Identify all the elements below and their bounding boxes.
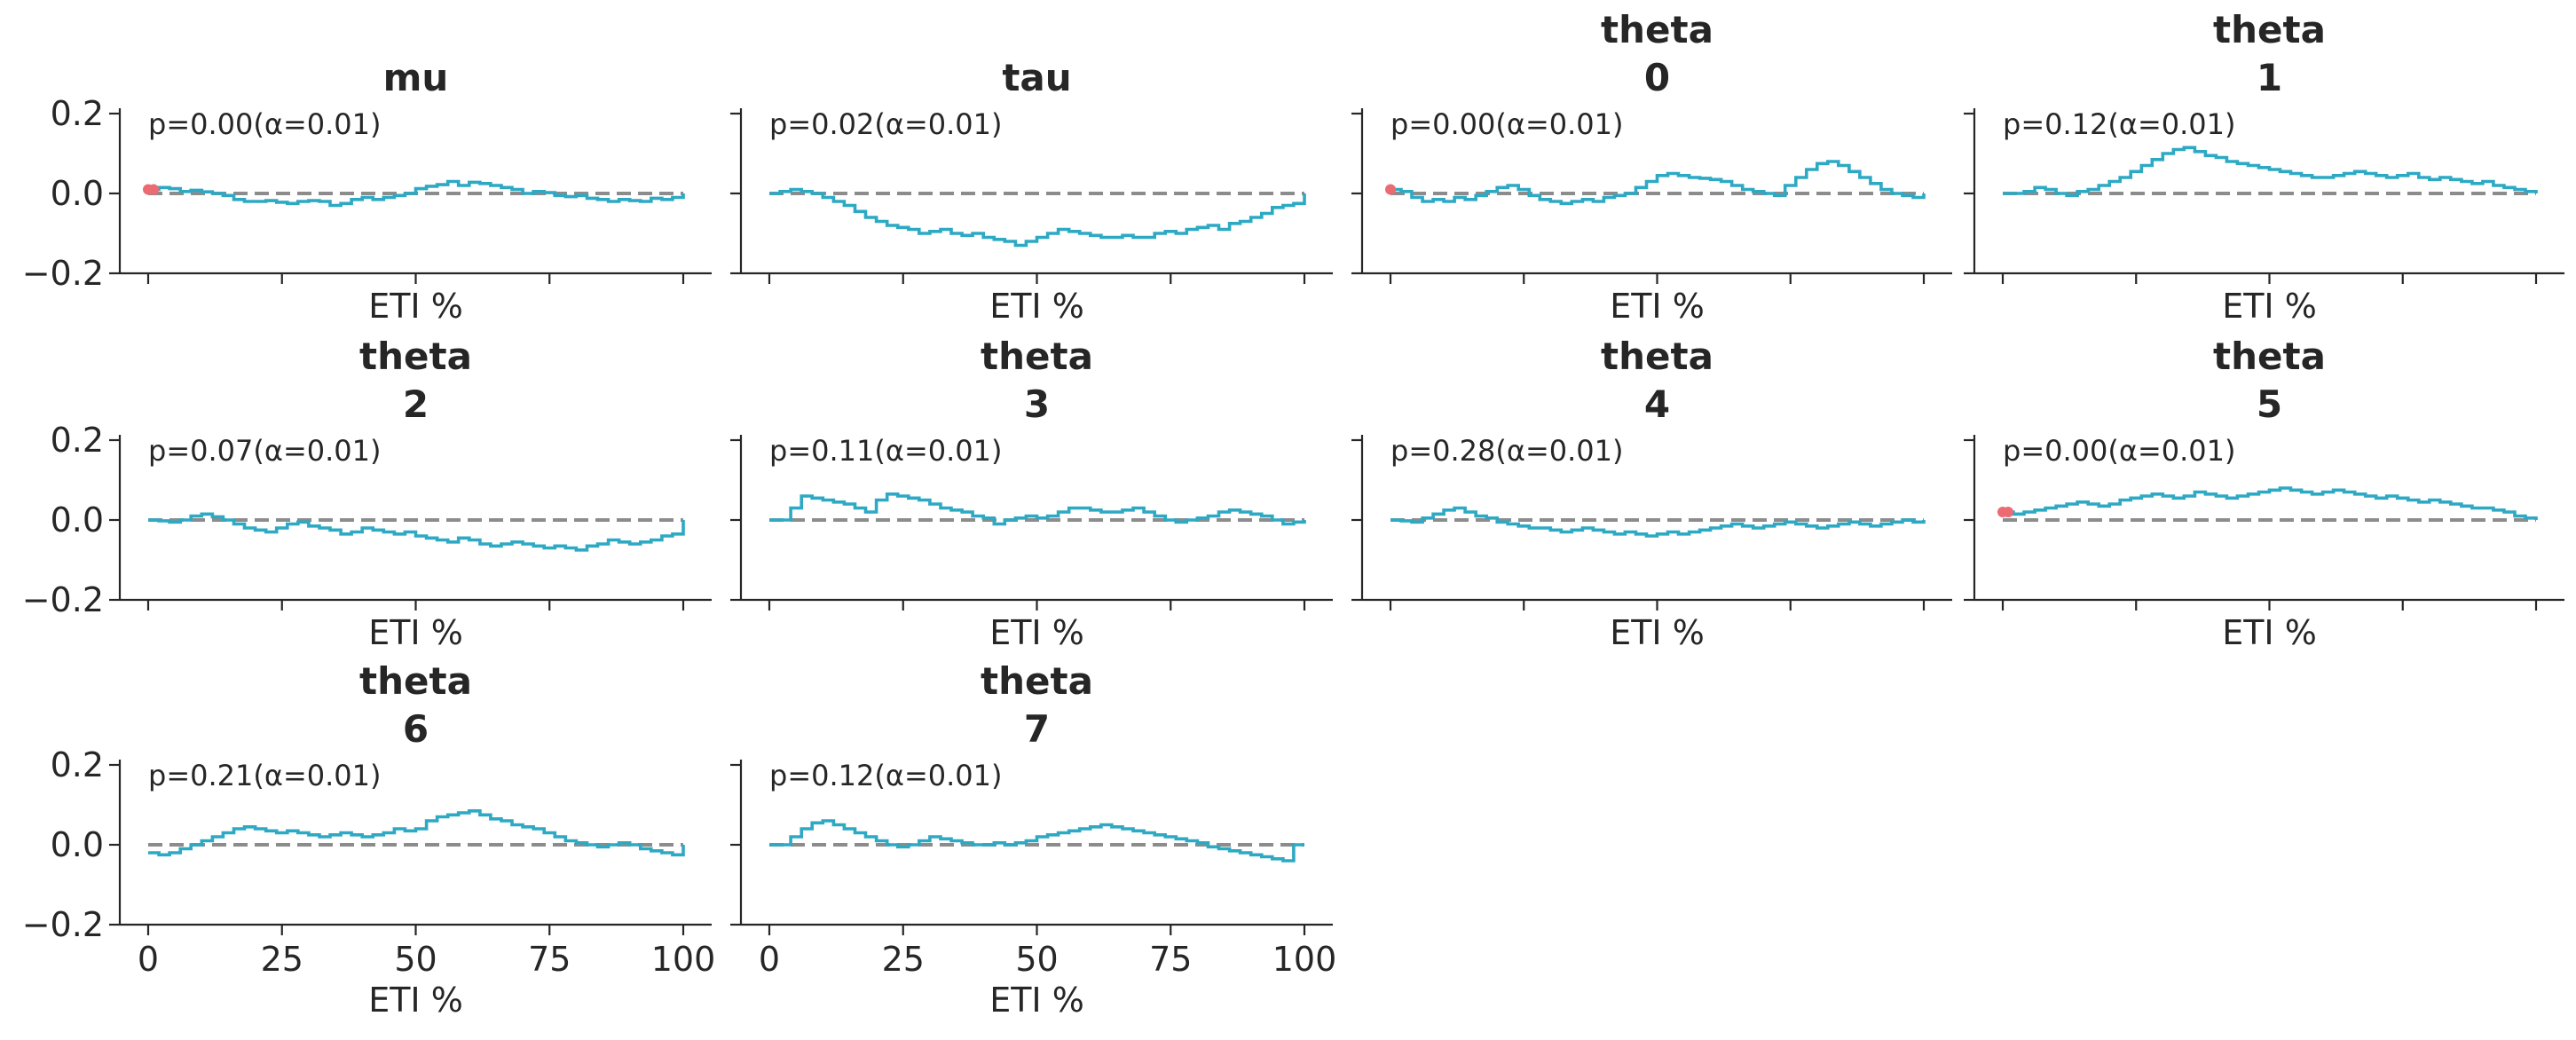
ecdf-difference-curve	[148, 809, 685, 857]
subplot-mu: mu 0.2 0.0 −0.2 ETI % p=0.00(α=0.01)	[22, 56, 712, 326]
subplot-theta-1: theta 1 ETI % p=0.12(α=0.01)	[1964, 8, 2564, 326]
p-value-annotation: p=0.00(α=0.01)	[2003, 434, 2236, 468]
x-tick-label: 0	[759, 940, 780, 979]
x-tick-label: 100	[1272, 940, 1337, 979]
x-axis-label: ETI %	[1610, 613, 1705, 652]
subplot-tau: tau ETI % p=0.02(α=0.01)	[730, 56, 1333, 326]
x-tick-label: 75	[528, 940, 571, 979]
subplot-title: 6	[403, 707, 429, 751]
p-value-annotation: p=0.12(α=0.01)	[769, 759, 1003, 792]
p-value-annotation: p=0.02(α=0.01)	[769, 107, 1003, 141]
x-axis-label: ETI %	[1610, 287, 1705, 326]
y-tick-label: 0.0	[51, 174, 104, 213]
subplot-title: theta	[1601, 335, 1713, 378]
x-axis-label: ETI %	[2222, 287, 2317, 326]
p-value-annotation: p=0.07(α=0.01)	[148, 434, 382, 468]
ecdf-difference-curve	[148, 512, 685, 552]
subplot-title: 0	[1644, 56, 1670, 99]
subplot-title: 7	[1024, 707, 1050, 751]
y-tick-label: −0.2	[22, 580, 104, 619]
x-axis-label: ETI %	[368, 287, 463, 326]
subplot-title: 1	[2257, 56, 2282, 99]
x-tick-label: 100	[651, 940, 716, 979]
x-axis-label: ETI %	[368, 613, 463, 652]
x-axis-label: ETI %	[989, 287, 1084, 326]
ecdf-difference-curve	[148, 179, 685, 208]
outside-band-point	[148, 184, 160, 195]
ecdf-difference-curve	[2003, 486, 2538, 520]
subplot-title: theta	[359, 659, 472, 703]
subplot-title: theta	[2213, 335, 2326, 378]
x-axis-label: ETI %	[989, 613, 1084, 652]
ecdf-difference-curve	[2003, 146, 2538, 198]
subplot-title: theta	[981, 335, 1093, 378]
subplot-title: 2	[403, 382, 429, 426]
ecdf-difference-curve	[769, 187, 1306, 248]
ecdf-difference-curve	[1390, 160, 1926, 206]
p-value-annotation: p=0.21(α=0.01)	[148, 759, 382, 792]
ecdf-difference-curve	[769, 819, 1304, 863]
x-axis-label: ETI %	[2222, 613, 2317, 652]
p-value-annotation: p=0.00(α=0.01)	[148, 107, 382, 141]
y-tick-label: 0.0	[51, 500, 104, 540]
x-tick-label: 25	[882, 940, 925, 979]
y-tick-label: 0.2	[51, 94, 104, 133]
subplot-title: theta	[1601, 8, 1713, 51]
x-axis-label: ETI %	[989, 981, 1084, 1020]
x-tick-label: 75	[1149, 940, 1192, 979]
outside-band-point	[2003, 507, 2014, 517]
p-value-annotation: p=0.28(α=0.01)	[1390, 434, 1624, 468]
x-tick-label: 0	[138, 940, 159, 979]
y-tick-label: −0.2	[22, 905, 104, 944]
x-tick-label: 50	[1015, 940, 1058, 979]
subplot-title: theta	[2213, 8, 2326, 51]
p-value-annotation: p=0.00(α=0.01)	[1390, 107, 1624, 141]
subplot-title: 3	[1024, 382, 1050, 426]
subplot-title: 4	[1644, 382, 1670, 426]
y-tick-label: 0.2	[51, 421, 104, 460]
x-axis-label: ETI %	[368, 981, 463, 1020]
ecdf-difference-curve	[769, 492, 1306, 526]
subplot-title: theta	[359, 335, 472, 378]
subplot-title: mu	[383, 56, 449, 99]
ecdf-difference-curve	[1390, 506, 1926, 538]
y-tick-label: −0.2	[22, 254, 104, 293]
y-tick-label: 0.2	[51, 745, 104, 784]
subplot-title: 5	[2257, 382, 2282, 426]
outside-band-point	[1385, 184, 1396, 195]
y-tick-label: 0.0	[51, 825, 104, 864]
p-value-annotation: p=0.11(α=0.01)	[769, 434, 1003, 468]
p-value-annotation: p=0.12(α=0.01)	[2003, 107, 2236, 141]
x-tick-label: 25	[261, 940, 303, 979]
subplot-theta-0: theta 0 ETI % p=0.00(α=0.01)	[1351, 8, 1952, 326]
subplot-title: tau	[1002, 56, 1071, 99]
x-tick-label: 50	[394, 940, 437, 979]
subplot-title: theta	[981, 659, 1093, 703]
